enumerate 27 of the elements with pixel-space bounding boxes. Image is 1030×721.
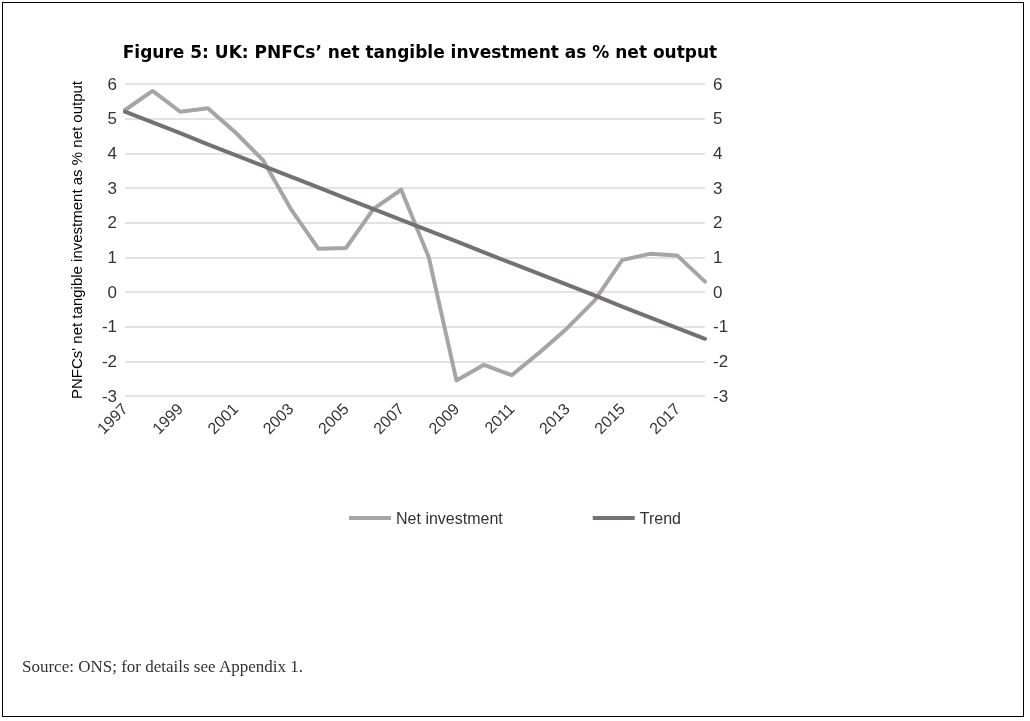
y-tick-label: 1 bbox=[107, 247, 117, 267]
y2-tick-label: 4 bbox=[713, 143, 723, 163]
y-tick-label: 4 bbox=[107, 143, 117, 163]
y2-tick-label: 6 bbox=[713, 74, 723, 94]
y-tick-label: 6 bbox=[107, 74, 117, 94]
y-tick-label: -2 bbox=[101, 351, 117, 371]
y2-tick-label: -1 bbox=[713, 317, 729, 337]
y2-tick-label: 2 bbox=[713, 213, 723, 233]
y-axis-title: PNFCs' net tangible investment as % net output bbox=[67, 80, 85, 400]
y2-tick-label: -3 bbox=[713, 386, 729, 406]
y2-tick-label: 3 bbox=[713, 178, 723, 198]
legend-label: Trend bbox=[639, 509, 681, 527]
y2-tick-label: 0 bbox=[713, 282, 723, 302]
legend-label: Net investment bbox=[396, 509, 504, 527]
y-tick-label: 3 bbox=[107, 178, 117, 198]
y-tick-label: 2 bbox=[107, 213, 117, 233]
y2-tick-label: -2 bbox=[713, 351, 729, 371]
y-tick-label: 5 bbox=[107, 109, 117, 129]
y-tick-label: -1 bbox=[101, 317, 117, 337]
y2-tick-label: 1 bbox=[713, 247, 723, 267]
chart-title: Figure 5: UK: PNFCs’ net tangible investment as % net output bbox=[122, 41, 718, 62]
line-series bbox=[123, 109, 707, 341]
y-tick-label: -3 bbox=[101, 386, 117, 406]
y-tick-label: 0 bbox=[107, 282, 117, 302]
source-note: Source: ONS; for details see Appendix 1. bbox=[22, 657, 303, 677]
y2-tick-label: 5 bbox=[713, 109, 723, 129]
line-series bbox=[123, 88, 707, 383]
